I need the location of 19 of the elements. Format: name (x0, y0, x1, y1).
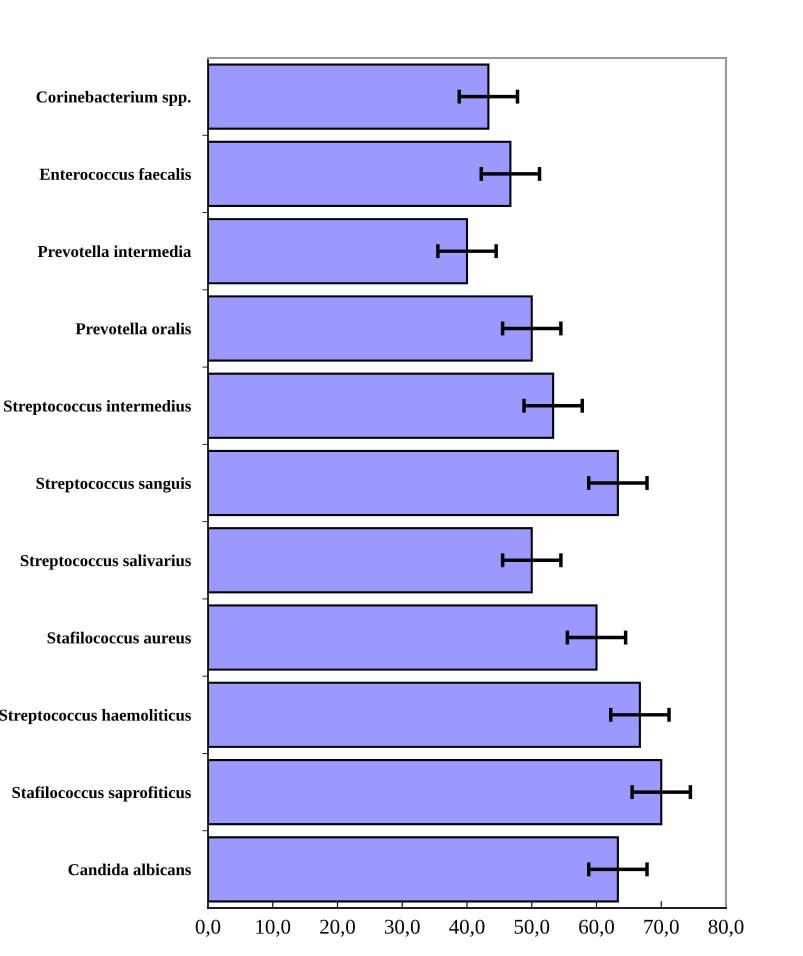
y-tick-label: Prevotella oralis (76, 322, 191, 334)
y-tick-label: Streptococcus intermedius (4, 400, 191, 416)
y-tick-label: Candida albicans (68, 864, 191, 876)
y-tick-label: Prevotella intermedia (38, 245, 192, 258)
x-tick-label: 70,0 (644, 920, 679, 937)
x-tick-label: 50,0 (514, 920, 550, 937)
y-tick-label: Stafilococcus aureus (48, 632, 191, 644)
x-tick-label: 30,0 (385, 920, 420, 937)
y-tick-label: Corinebacterium spp. (36, 90, 191, 106)
y-tick-label: Streptococcus sanguis (36, 477, 191, 492)
x-tick-label: 40,0 (449, 920, 484, 937)
y-tick-label: Streptococcus salivarius (20, 554, 191, 570)
y-tick-label: Enterococcus faecalis (40, 168, 191, 180)
x-tick-label: 80,0 (708, 920, 744, 937)
x-tick-label: 0,0 (196, 920, 220, 937)
y-tick-label: Stafilococcus saprofiticus (12, 786, 191, 802)
x-tick-label: 60,0 (579, 920, 614, 937)
x-tick-label: 10,0 (256, 920, 290, 937)
x-tick-label: 20,0 (320, 920, 355, 937)
